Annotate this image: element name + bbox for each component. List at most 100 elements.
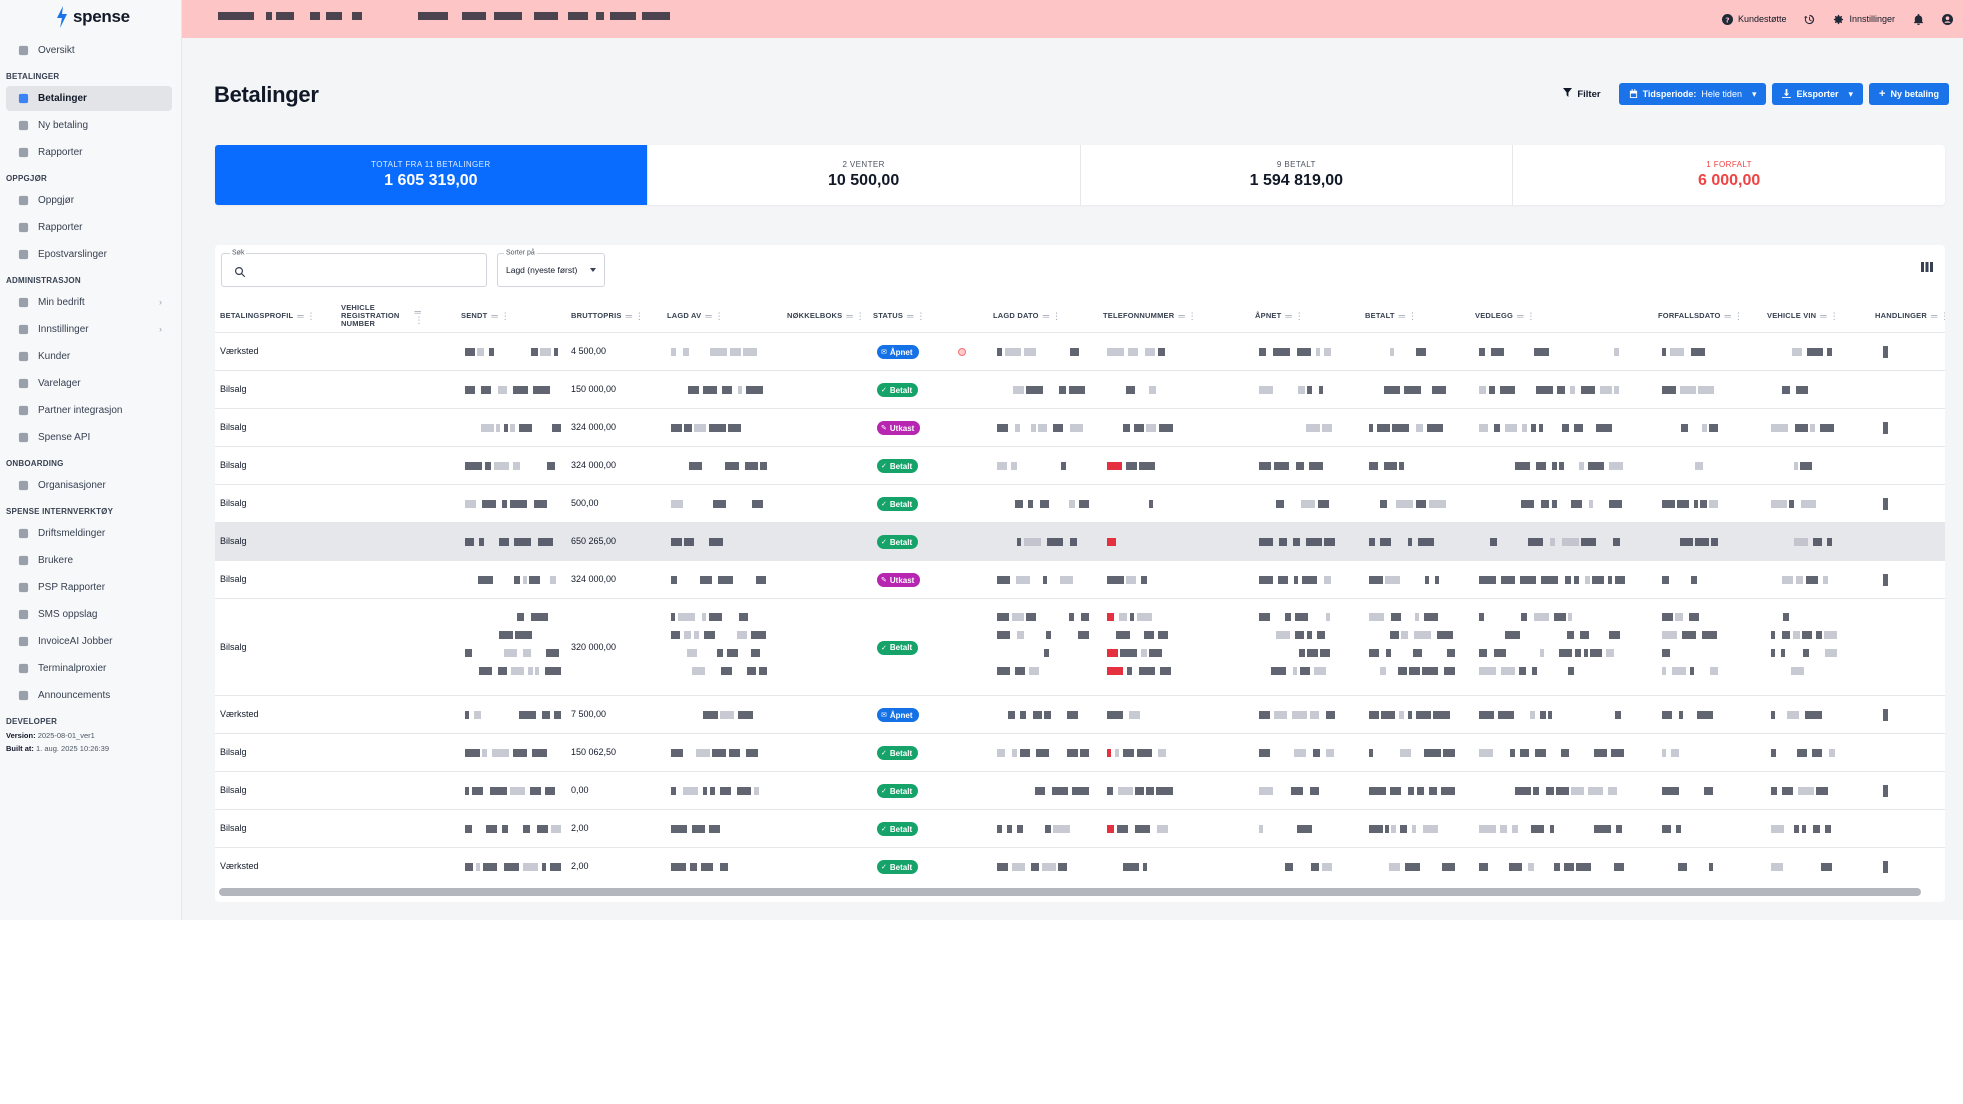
sidebar-item[interactable]: Rapporter (6, 140, 172, 165)
history-button[interactable] (1804, 14, 1815, 25)
column-header[interactable]: SENDT ═ ⋮ (461, 300, 571, 332)
column-menu-icon[interactable]: ═ ⋮ (1285, 311, 1304, 321)
filter-button[interactable]: Filter (1551, 83, 1612, 105)
column-menu-icon[interactable]: ═ ⋮ (1042, 311, 1062, 321)
account-button[interactable] (1942, 13, 1953, 25)
column-header[interactable]: VEDLEGG ═ ⋮ (1475, 300, 1585, 332)
redacted-value (1771, 749, 1776, 757)
column-header[interactable]: LAGD AV ═ ⋮ (667, 300, 777, 332)
column-menu-icon[interactable]: ═ ⋮ (1820, 311, 1839, 321)
column-menu-icon[interactable]: ═ ⋮ (414, 307, 424, 325)
column-menu-icon[interactable]: ═ ⋮ (1931, 311, 1945, 321)
sidebar-item[interactable]: Oppgjør (6, 188, 172, 213)
table-row[interactable]: Værksted 2,00 ✓ Betalt (215, 847, 1945, 885)
column-header[interactable]: BETALINGSPROFIL ═ ⋮ (220, 300, 330, 332)
row-actions-icon[interactable] (1883, 574, 1888, 586)
sidebar-item[interactable]: Spense API (6, 425, 172, 450)
row-actions-icon[interactable] (1883, 785, 1888, 797)
stat-paid[interactable]: 9 BETALT 1 594 819,00 (1079, 145, 1513, 205)
status-label: Betalt (889, 748, 913, 758)
sidebar-item[interactable]: Partner integrasjon (6, 398, 172, 423)
sidebar-item[interactable]: InvoiceAI Jobber (6, 629, 172, 654)
sidebar-item[interactable]: Min bedrift › (6, 290, 172, 315)
column-header[interactable]: TELEFONNUMMER ═ ⋮ (1103, 300, 1213, 332)
column-menu-icon[interactable]: ═ ⋮ (1178, 311, 1197, 321)
table-row[interactable]: Bilsalg 324 000,00 ✓ Betalt (215, 446, 1945, 484)
redacted-value (1679, 711, 1683, 719)
column-menu-icon[interactable]: ═ ⋮ (846, 311, 865, 321)
sidebar-item[interactable]: Driftsmeldinger (6, 521, 172, 546)
table-row[interactable]: Værksted 7 500,00 ✉ Åpnet (215, 695, 1945, 733)
column-menu-icon[interactable]: ═ ⋮ (705, 311, 724, 321)
column-header[interactable]: ÅPNET ═ ⋮ (1255, 300, 1365, 332)
redacted-value (465, 348, 475, 356)
column-menu-icon[interactable]: ═ ⋮ (491, 311, 510, 321)
sidebar-item[interactable]: Oversikt (6, 38, 172, 63)
spense-logo[interactable]: spense (55, 6, 130, 28)
column-menu-icon[interactable]: ═ ⋮ (1724, 311, 1744, 321)
stat-overdue[interactable]: 1 FORFALT 6 000,00 (1512, 145, 1945, 205)
sidebar-item[interactable]: Organisasjoner (6, 473, 172, 498)
redacted-value (554, 348, 558, 356)
row-actions-icon[interactable] (1883, 422, 1888, 434)
row-actions-icon[interactable] (1883, 709, 1888, 721)
sidebar-item[interactable]: Varelager (6, 371, 172, 396)
column-menu-icon[interactable]: ═ ⋮ (907, 311, 926, 321)
redacted-value (1053, 424, 1063, 432)
stat-waiting[interactable]: 2 VENTER 10 500,00 (646, 145, 1080, 205)
sidebar-item[interactable]: Kunder (6, 344, 172, 369)
columns-toggle-button[interactable] (1921, 259, 1933, 272)
column-header[interactable]: VEHICLE VIN ═ ⋮ (1767, 300, 1877, 332)
notifications-button[interactable] (1913, 13, 1924, 25)
table-row[interactable]: Bilsalg 324 000,00 ✎ Utkast (215, 560, 1945, 598)
sidebar-item[interactable]: Epostvarslinger (6, 242, 172, 267)
sidebar-item[interactable]: Innstillinger › (6, 317, 172, 342)
period-button[interactable]: Tidsperiode: Hele tiden ▾ (1618, 83, 1767, 105)
column-header[interactable]: HANDLINGER ═ ⋮ (1875, 300, 1945, 332)
logo-text: spense (73, 7, 130, 26)
sidebar-item[interactable]: Ny betaling (6, 113, 172, 138)
table-row[interactable]: Bilsalg 320 000,00 ✓ Betalt (215, 598, 1945, 695)
table-row[interactable]: Bilsalg 2,00 ✓ Betalt (215, 809, 1945, 847)
status-label: Åpnet (889, 347, 913, 357)
sidebar-item[interactable]: Terminalproxier (6, 656, 172, 681)
table-row[interactable]: Bilsalg 324 000,00 ✎ Utkast (215, 408, 1945, 446)
column-menu-icon[interactable]: ═ ⋮ (1398, 311, 1418, 321)
sidebar-item[interactable]: SMS oppslag (6, 602, 172, 627)
sidebar-item[interactable]: Announcements (6, 683, 172, 708)
sidebar-item[interactable]: Betalinger (6, 86, 172, 111)
column-header[interactable]: NØKKELBOKS ═ ⋮ (787, 300, 897, 332)
table-row[interactable]: Bilsalg 0,00 ✓ Betalt (215, 771, 1945, 809)
column-header[interactable]: FORFALLSDATO ═ ⋮ (1658, 300, 1768, 332)
search-input[interactable]: Søk (221, 249, 487, 287)
column-menu-icon[interactable]: ═ ⋮ (297, 311, 316, 321)
support-link[interactable]: ? Kundestøtte (1721, 13, 1786, 25)
settings-link[interactable]: Innstillinger (1833, 14, 1895, 25)
table-header: BETALINGSPROFIL ═ ⋮ VEHICLE REGISTRATION N… (215, 300, 1945, 332)
redacted-value (1141, 576, 1147, 584)
redacted-value (1608, 787, 1617, 795)
column-header[interactable]: BETALT ═ ⋮ (1365, 300, 1475, 332)
sidebar-item[interactable]: Rapporter (6, 215, 172, 240)
new-payment-button[interactable]: + Ny betaling (1869, 83, 1949, 105)
stat-total[interactable]: TOTALT FRA 11 BETALINGER 1 605 319,00 (215, 145, 647, 205)
row-actions-icon[interactable] (1883, 498, 1888, 510)
column-header[interactable]: LAGD DATO ═ ⋮ (993, 300, 1103, 332)
table-row[interactable]: Bilsalg 650 265,00 ✓ Betalt (215, 522, 1945, 560)
horizontal-scrollbar[interactable] (219, 888, 1921, 896)
sidebar-item[interactable]: PSP Rapporter (6, 575, 172, 600)
row-actions-icon[interactable] (1883, 861, 1888, 873)
table-row[interactable]: Værksted 4 500,00 ✉ Åpnet (215, 332, 1945, 370)
column-menu-icon[interactable]: ═ ⋮ (625, 311, 645, 321)
column-header[interactable]: STATUS ═ ⋮ (873, 300, 983, 332)
column-header[interactable]: BRUTTOPRIS ═ ⋮ (571, 300, 681, 332)
column-header[interactable]: VEHICLE REGISTRATION NUMBER ═ ⋮ (341, 300, 431, 332)
table-row[interactable]: Bilsalg 150 000,00 ✓ Betalt (215, 370, 1945, 408)
table-row[interactable]: Bilsalg 500,00 ✓ Betalt (215, 484, 1945, 522)
column-menu-icon[interactable]: ═ ⋮ (1517, 311, 1536, 321)
row-actions-icon[interactable] (1883, 346, 1888, 358)
sidebar-item[interactable]: Brukere (6, 548, 172, 573)
sort-select[interactable]: Sorter på Lagd (nyeste først) (497, 249, 605, 287)
table-row[interactable]: Bilsalg 150 062,50 ✓ Betalt (215, 733, 1945, 771)
export-button[interactable]: Eksporter ▾ (1772, 83, 1864, 105)
